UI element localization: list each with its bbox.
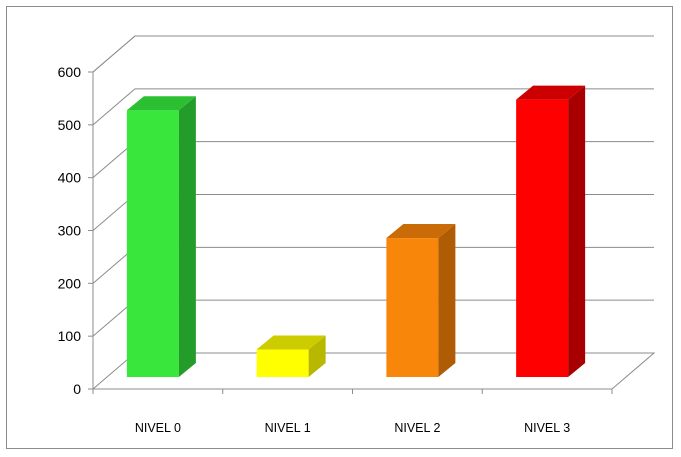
bar-nivel-1 xyxy=(256,335,326,377)
x-tick-label: NIVEL 2 xyxy=(394,421,440,435)
bar-side xyxy=(568,85,586,377)
bar-top xyxy=(256,335,326,350)
bar-top xyxy=(126,96,196,111)
y-tick-label: 600 xyxy=(58,64,82,80)
y-tick-label: 500 xyxy=(58,117,82,133)
x-tick-label: NIVEL 3 xyxy=(524,421,570,435)
y-tick-label: 200 xyxy=(58,275,82,291)
x-axis-labels: NIVEL 0 NIVEL 1 NIVEL 2 NIVEL 3 xyxy=(135,421,570,435)
bar-top xyxy=(386,224,456,239)
bar-front xyxy=(256,349,309,377)
bar-side xyxy=(438,224,456,377)
bar-nivel-3 xyxy=(516,85,586,377)
gridline xyxy=(92,88,654,126)
x-tick-label: NIVEL 1 xyxy=(265,421,311,435)
y-tick-label: 100 xyxy=(58,328,82,344)
gridline xyxy=(92,35,654,73)
bars xyxy=(126,85,586,378)
y-tick-label: 400 xyxy=(58,170,82,186)
bar-top xyxy=(516,85,586,100)
back-wall-top xyxy=(92,35,654,73)
x-tick-label: NIVEL 0 xyxy=(135,421,181,435)
bar-nivel-0 xyxy=(126,96,196,378)
bar-nivel-2 xyxy=(386,224,456,377)
bar-side xyxy=(308,335,326,377)
y-tick-label: 0 xyxy=(73,381,81,397)
bar-front xyxy=(386,238,439,377)
y-axis-ticks: 0 100 200 300 400 500 600 xyxy=(58,64,93,397)
y-tick-label: 300 xyxy=(58,223,82,239)
bar-front xyxy=(516,99,569,377)
bar-front xyxy=(126,110,179,378)
bar-side xyxy=(178,96,196,378)
